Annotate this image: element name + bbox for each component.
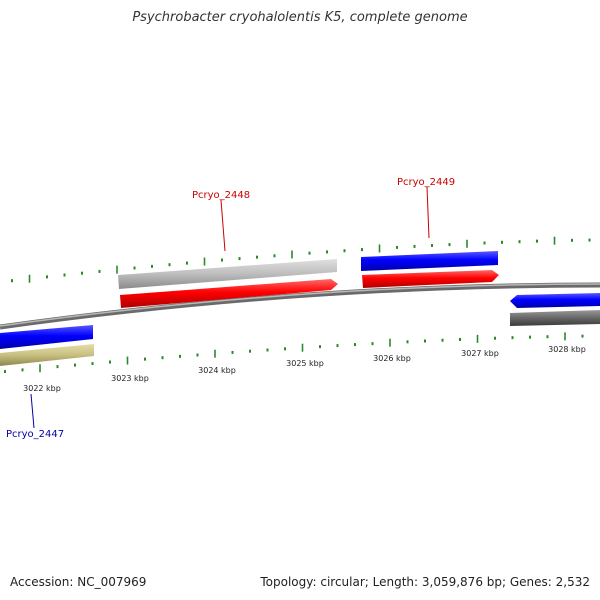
feature-gray-outer[interactable] (118, 259, 337, 289)
feature-olive[interactable] (0, 344, 94, 366)
upper-tick-row (11, 236, 591, 283)
feature-dark-right[interactable] (510, 310, 600, 326)
gene-label-pcryo-2447[interactable]: Pcryo_2447 (6, 429, 64, 440)
accession-label: Accession: NC_007969 (10, 575, 147, 589)
genome-backbone-highlight (0, 283, 600, 327)
tick-label: 3024 kbp (198, 366, 236, 375)
tick-label: 3026 kbp (373, 354, 411, 363)
feature-blue-outer[interactable] (361, 251, 498, 271)
tick-label: 3025 kbp (286, 359, 324, 368)
map-title: Psychrobacter cryohalolentis K5, complet… (132, 10, 468, 25)
tick-label: 3028 kbp (548, 345, 586, 354)
leader-line-pcryo-2447 (30, 393, 35, 429)
genome-backbone (0, 282, 600, 330)
tick-label: 3027 kbp (461, 349, 499, 358)
genome-summary-label: Topology: circular; Length: 3,059,876 bp… (260, 575, 590, 589)
cds-feature-pcryo-2448[interactable] (120, 279, 338, 308)
gene-label-pcryo-2448[interactable]: Pcryo_2448 (192, 190, 250, 201)
tick-label: 3023 kbp (111, 374, 149, 383)
lower-tick-row (4, 332, 584, 374)
tick-label: 3022 kbp (23, 384, 61, 393)
leader-line-pcryo-2449 (426, 186, 430, 239)
leader-line-pcryo-2448 (220, 199, 226, 252)
feature-blue-right[interactable] (510, 293, 600, 308)
cds-feature-pcryo-2449[interactable] (362, 270, 499, 288)
cds-feature-pcryo-2447[interactable] (0, 325, 93, 349)
gene-label-pcryo-2449[interactable]: Pcryo_2449 (397, 177, 455, 188)
